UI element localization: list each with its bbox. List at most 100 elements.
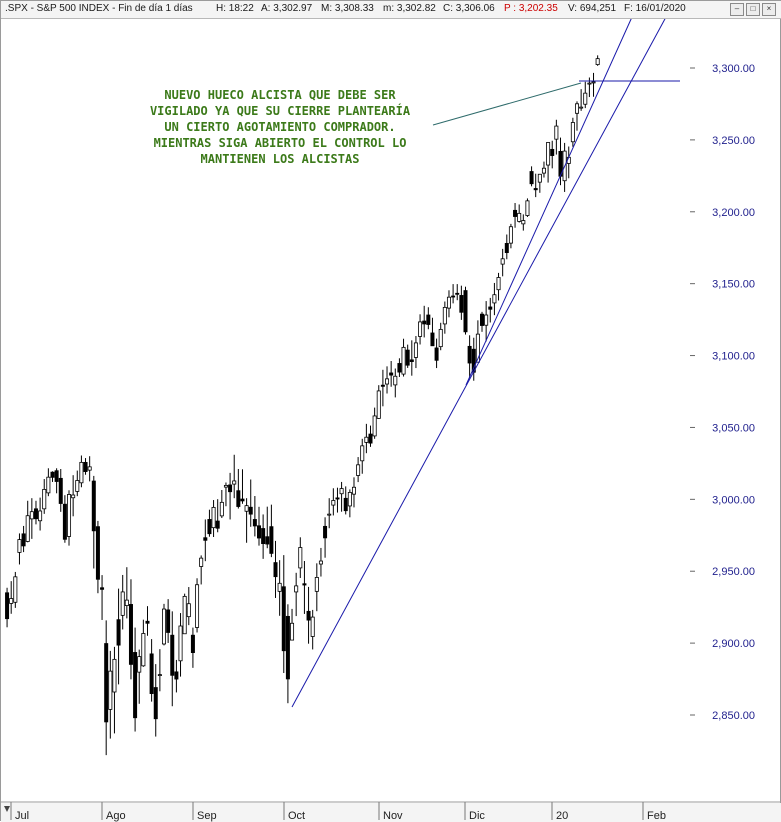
candle bbox=[252, 496, 257, 537]
candle-body-down bbox=[451, 295, 456, 298]
candle-body-up bbox=[17, 539, 22, 553]
candle-body-up bbox=[492, 294, 497, 304]
chart-annotation[interactable]: NUEVO HUECO ALCISTA QUE DEBE SER VIGILAD… bbox=[113, 87, 447, 167]
trendline-long-support[interactable] bbox=[291, 16, 667, 708]
candle-body-up bbox=[554, 125, 559, 140]
candle-body-up bbox=[364, 436, 369, 443]
candle bbox=[587, 77, 592, 98]
candle-body-up bbox=[232, 480, 237, 485]
candle bbox=[475, 320, 480, 363]
candle bbox=[75, 470, 80, 497]
candle bbox=[83, 458, 88, 475]
candle-body-down bbox=[91, 480, 96, 532]
candle-body-up bbox=[195, 584, 200, 628]
candle bbox=[174, 659, 179, 693]
candle bbox=[314, 563, 319, 612]
high-readout: M: 3,308.33 bbox=[321, 3, 374, 14]
candle-body-up bbox=[67, 494, 72, 537]
close-readout: C: 3,306.06 bbox=[443, 3, 495, 14]
x-tick-label: 20 bbox=[556, 810, 568, 822]
candle-body-down bbox=[153, 687, 158, 720]
candle bbox=[521, 214, 526, 231]
candle bbox=[306, 586, 311, 644]
candle-body-down bbox=[480, 313, 485, 326]
candle-body-down bbox=[58, 477, 63, 504]
x-axis-band bbox=[1, 803, 781, 822]
x-tick-label: Oct bbox=[288, 810, 305, 822]
candle bbox=[244, 498, 249, 543]
x-axis: Jul Ago Sep Oct Nov Dic 20 Feb bbox=[1, 801, 781, 822]
candle bbox=[71, 475, 76, 517]
candle bbox=[546, 142, 551, 183]
candle-body-down bbox=[95, 526, 100, 580]
y-tick-label: 3,300.00 bbox=[712, 63, 755, 75]
candle-body-up bbox=[401, 346, 406, 375]
candle bbox=[166, 599, 171, 643]
candle bbox=[203, 519, 208, 562]
close-icon[interactable]: × bbox=[762, 3, 776, 16]
candle bbox=[128, 579, 133, 680]
minimize-icon[interactable]: – bbox=[730, 3, 744, 16]
candle bbox=[13, 571, 18, 608]
annotation-line: VIGILADO YA QUE SU CIERRE PLANTEARÍA bbox=[149, 104, 411, 118]
candle bbox=[219, 489, 224, 519]
candle-body-up bbox=[570, 122, 575, 143]
candle-body-up bbox=[137, 656, 142, 673]
candle bbox=[554, 119, 559, 155]
candle-body-down bbox=[434, 347, 439, 361]
candle bbox=[269, 504, 274, 558]
low-readout: m: 3,302.82 bbox=[383, 3, 436, 14]
candle bbox=[356, 457, 361, 483]
candle-body-up bbox=[87, 466, 92, 471]
scroll-left-icon[interactable] bbox=[4, 806, 10, 812]
candle-body-up bbox=[162, 608, 167, 645]
candle bbox=[290, 608, 295, 641]
candlestick-series bbox=[5, 55, 600, 756]
time-readout: H: 18:22 bbox=[216, 3, 254, 14]
candle bbox=[393, 368, 398, 398]
candle-body-down bbox=[5, 592, 10, 620]
candle-body-up bbox=[157, 674, 162, 676]
candle-body-down bbox=[488, 306, 493, 310]
candle-body-up bbox=[356, 464, 361, 476]
candle-body-up bbox=[112, 658, 117, 693]
volume-readout: V: 694,251 bbox=[568, 3, 617, 14]
y-tick-label: 3,250.00 bbox=[712, 135, 755, 147]
x-tick-label: Ago bbox=[106, 810, 126, 822]
candle bbox=[5, 587, 10, 628]
candle bbox=[310, 609, 315, 650]
candle bbox=[492, 282, 497, 316]
candle bbox=[186, 587, 191, 626]
candle-body-down bbox=[83, 461, 88, 472]
candle bbox=[277, 560, 282, 616]
candle bbox=[46, 468, 51, 497]
candle-body-down bbox=[550, 148, 555, 156]
candle-body-up bbox=[339, 488, 344, 495]
candle-body-down bbox=[166, 609, 171, 633]
candle bbox=[261, 514, 266, 559]
candle-body-down bbox=[405, 349, 410, 366]
trendline-short-support[interactable] bbox=[465, 16, 633, 386]
candle-body-up bbox=[351, 486, 356, 495]
restore-icon[interactable]: □ bbox=[746, 3, 760, 16]
annotation-line: MIENTRAS SIGA ABIERTO EL CONTROL LO bbox=[153, 136, 407, 150]
candle-body-up bbox=[385, 378, 390, 385]
candle bbox=[50, 471, 55, 482]
candle bbox=[426, 307, 431, 330]
candle bbox=[368, 425, 373, 447]
x-tick-label: Feb bbox=[647, 810, 666, 822]
candle bbox=[162, 603, 167, 646]
candle-body-down bbox=[463, 290, 468, 333]
candle bbox=[149, 639, 154, 702]
candle-body-up bbox=[360, 445, 365, 462]
candle-body-up bbox=[75, 480, 80, 492]
candle bbox=[397, 358, 402, 377]
candle-body-up bbox=[438, 328, 443, 348]
candle-body-down bbox=[170, 634, 175, 676]
candle bbox=[318, 547, 323, 577]
candle bbox=[215, 499, 220, 533]
candle bbox=[33, 500, 38, 525]
annotation-line: UN CIERTO AGOTAMIENTO COMPRADOR. bbox=[164, 120, 396, 134]
